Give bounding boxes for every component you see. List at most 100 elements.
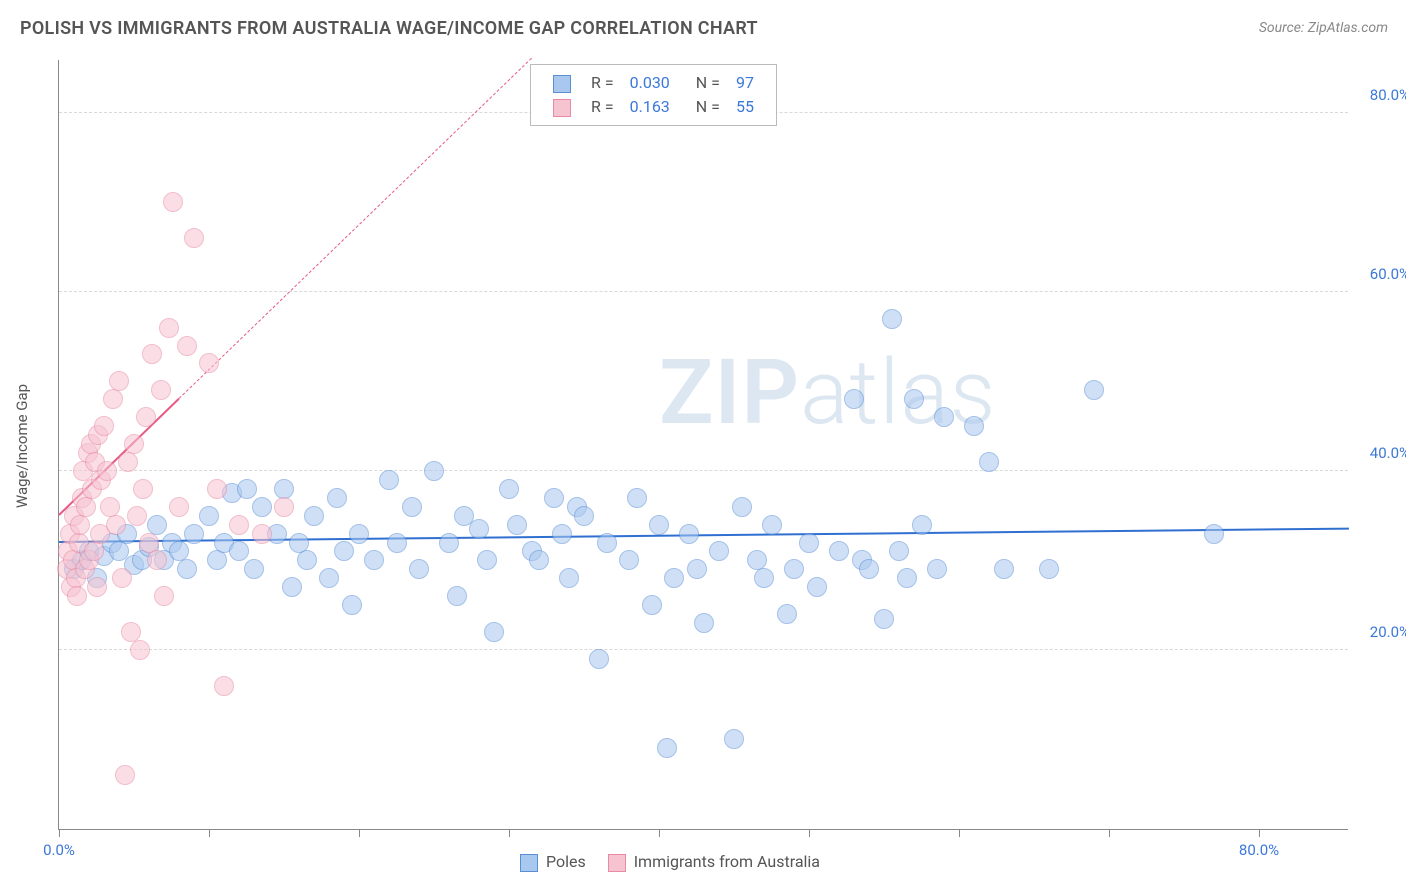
data-point: [97, 461, 117, 481]
data-point: [349, 524, 369, 544]
x-tick: [209, 829, 210, 837]
data-point: [589, 649, 609, 669]
data-point: [184, 228, 204, 248]
legend-row: R =0.163N =55: [545, 95, 762, 119]
data-point: [297, 550, 317, 570]
data-point: [244, 559, 264, 579]
data-point: [402, 497, 422, 517]
data-point: [762, 515, 782, 535]
data-point: [979, 452, 999, 472]
data-point: [334, 541, 354, 561]
data-point: [964, 416, 984, 436]
data-point: [184, 524, 204, 544]
data-point: [342, 595, 362, 615]
data-point: [207, 479, 227, 499]
legend-row: R =0.030N =97: [545, 71, 762, 95]
data-point: [115, 765, 135, 785]
data-point: [777, 604, 797, 624]
data-point: [84, 541, 104, 561]
data-point: [447, 586, 467, 606]
x-tick: [959, 829, 960, 837]
data-point: [732, 497, 752, 517]
data-point: [829, 541, 849, 561]
data-point: [619, 550, 639, 570]
data-point: [387, 533, 407, 553]
data-point: [934, 407, 954, 427]
legend-item: Immigrants from Australia: [608, 852, 820, 872]
data-point: [694, 613, 714, 633]
data-point: [552, 524, 572, 544]
x-tick: [1109, 829, 1110, 837]
data-point: [882, 309, 902, 329]
data-point: [994, 559, 1014, 579]
data-point: [409, 559, 429, 579]
data-point: [664, 568, 684, 588]
data-point: [1204, 524, 1224, 544]
data-point: [319, 568, 339, 588]
data-point: [807, 577, 827, 597]
data-point: [927, 559, 947, 579]
data-point: [657, 738, 677, 758]
data-point: [439, 533, 459, 553]
data-point: [469, 519, 489, 539]
data-point: [274, 497, 294, 517]
data-point: [163, 192, 183, 212]
data-point: [897, 568, 917, 588]
x-tick: [359, 829, 360, 837]
data-point: [136, 407, 156, 427]
data-point: [124, 434, 144, 454]
data-point: [177, 336, 197, 356]
x-tick-label: 80.0%: [1239, 841, 1279, 859]
data-point: [477, 550, 497, 570]
chart-title: POLISH VS IMMIGRANTS FROM AUSTRALIA WAGE…: [20, 18, 758, 39]
data-point: [76, 497, 96, 517]
data-point: [679, 524, 699, 544]
data-point: [529, 550, 549, 570]
x-tick: [509, 829, 510, 837]
data-point: [912, 515, 932, 535]
data-point: [112, 568, 132, 588]
data-point: [229, 541, 249, 561]
data-point: [252, 524, 272, 544]
gridline: [59, 470, 1348, 471]
data-point: [70, 515, 90, 535]
data-point: [327, 488, 347, 508]
data-point: [103, 389, 123, 409]
data-point: [364, 550, 384, 570]
data-point: [169, 497, 189, 517]
y-tick-label: 40.0%: [1355, 444, 1406, 462]
data-point: [1084, 380, 1104, 400]
x-tick: [809, 829, 810, 837]
data-point: [642, 595, 662, 615]
data-point: [559, 568, 579, 588]
y-tick-label: 80.0%: [1355, 86, 1406, 104]
data-point: [94, 416, 114, 436]
data-point: [507, 515, 527, 535]
data-point: [199, 506, 219, 526]
data-point: [147, 550, 167, 570]
data-point: [118, 452, 138, 472]
y-axis-title: Wage/Income Gap: [13, 384, 31, 508]
data-point: [151, 380, 171, 400]
data-point: [130, 640, 150, 660]
data-point: [799, 533, 819, 553]
legend-item: Poles: [520, 852, 586, 872]
data-point: [177, 559, 197, 579]
data-point: [499, 479, 519, 499]
source-label: Source: ZipAtlas.com: [1259, 20, 1388, 36]
data-point: [142, 344, 162, 364]
x-tick: [659, 829, 660, 837]
data-point: [304, 506, 324, 526]
data-point: [649, 515, 669, 535]
data-point: [159, 318, 179, 338]
data-point: [709, 541, 729, 561]
correlation-legend: R =0.030N =97R =0.163N =55: [530, 64, 777, 126]
data-point: [87, 577, 107, 597]
data-point: [754, 568, 774, 588]
data-point: [904, 389, 924, 409]
y-tick-label: 20.0%: [1355, 623, 1406, 641]
data-point: [252, 497, 272, 517]
data-point: [199, 353, 219, 373]
watermark: ZIPatlas: [659, 340, 996, 445]
gridline: [59, 649, 1348, 650]
